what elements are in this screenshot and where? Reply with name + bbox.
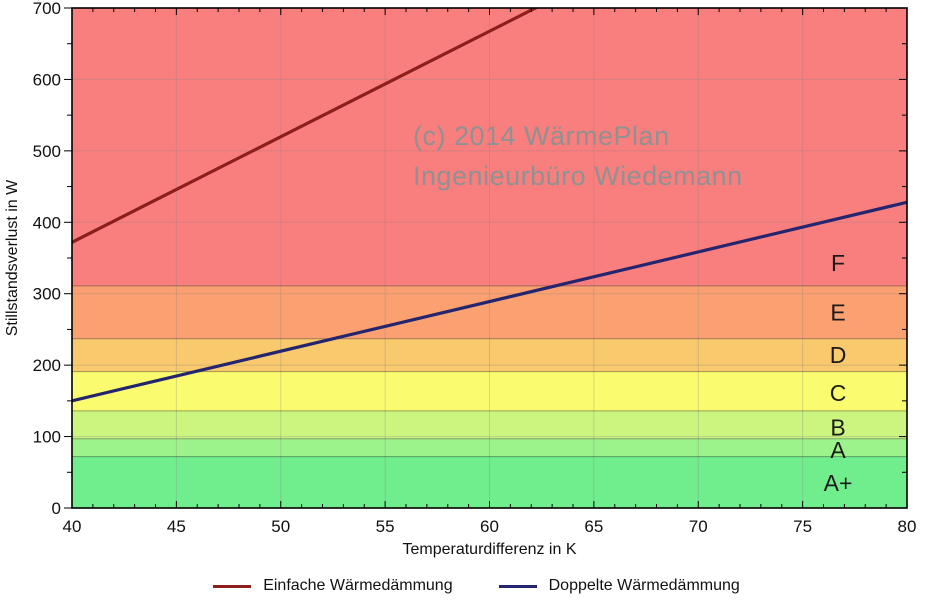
y-tick-labels: 0 100 200 300 400 500 600 700 [33, 0, 61, 518]
legend-label-doppelte: Doppelte Wärmedämmung [548, 577, 740, 594]
y-tick-label: 400 [33, 213, 61, 232]
legend-line-red [213, 584, 252, 588]
x-tick-label: 55 [376, 517, 395, 536]
band-label-A+: A+ [824, 470, 853, 496]
gridlines [72, 8, 907, 508]
band-label-A: A [830, 437, 846, 463]
band-boundaries [72, 285, 907, 458]
band-A+ [72, 456, 907, 508]
x-tick-label: 40 [63, 517, 82, 536]
x-tick-label: 50 [271, 517, 290, 536]
x-tick-labels: 40 45 50 55 60 65 70 75 80 [63, 517, 917, 536]
y-axis-title: Stillstandsverlust in W [4, 179, 21, 337]
series-line-einfache [72, 8, 539, 244]
y-tick-label: 100 [33, 428, 61, 447]
y-tick-label: 200 [33, 356, 61, 375]
band-F [72, 8, 907, 286]
band-label-B: B [830, 414, 845, 440]
x-tick-label: 70 [689, 517, 708, 536]
x-axis-title: Temperaturdifferenz in K [402, 541, 577, 558]
band-B [72, 410, 907, 439]
efficiency-bands [72, 8, 907, 508]
legend: Einfache Wärmedämmung Doppelte Wärmedämm… [14, 577, 925, 595]
x-tick-label: 60 [480, 517, 499, 536]
band-label-D: D [830, 342, 847, 368]
band-A [72, 438, 907, 457]
x-tick-label: 65 [584, 517, 603, 536]
y-tick-label: 0 [52, 499, 61, 518]
legend-entry-einfache: Einfache Wärmedämmung [213, 577, 453, 595]
band-label-E: E [830, 299, 845, 325]
x-tick-label: 80 [898, 517, 917, 536]
y-tick-label: 700 [33, 0, 61, 18]
legend-line-blue [498, 584, 537, 588]
y-tick-label: 500 [33, 142, 61, 161]
plot-border [71, 7, 908, 509]
y-tick-label: 300 [33, 285, 61, 304]
legend-label-einfache: Einfache Wärmedämmung [263, 577, 453, 594]
x-tick-label: 75 [793, 517, 812, 536]
band-label-F: F [831, 250, 845, 276]
band-E [72, 285, 907, 339]
x-tick-label: 45 [167, 517, 186, 536]
y-tick-label: 600 [33, 70, 61, 89]
band-C [72, 371, 907, 411]
band-D [72, 338, 907, 372]
band-label-C: C [830, 380, 847, 406]
series-line-doppelte [72, 200, 907, 403]
legend-entry-doppelte: Doppelte Wärmedämmung [498, 577, 740, 595]
